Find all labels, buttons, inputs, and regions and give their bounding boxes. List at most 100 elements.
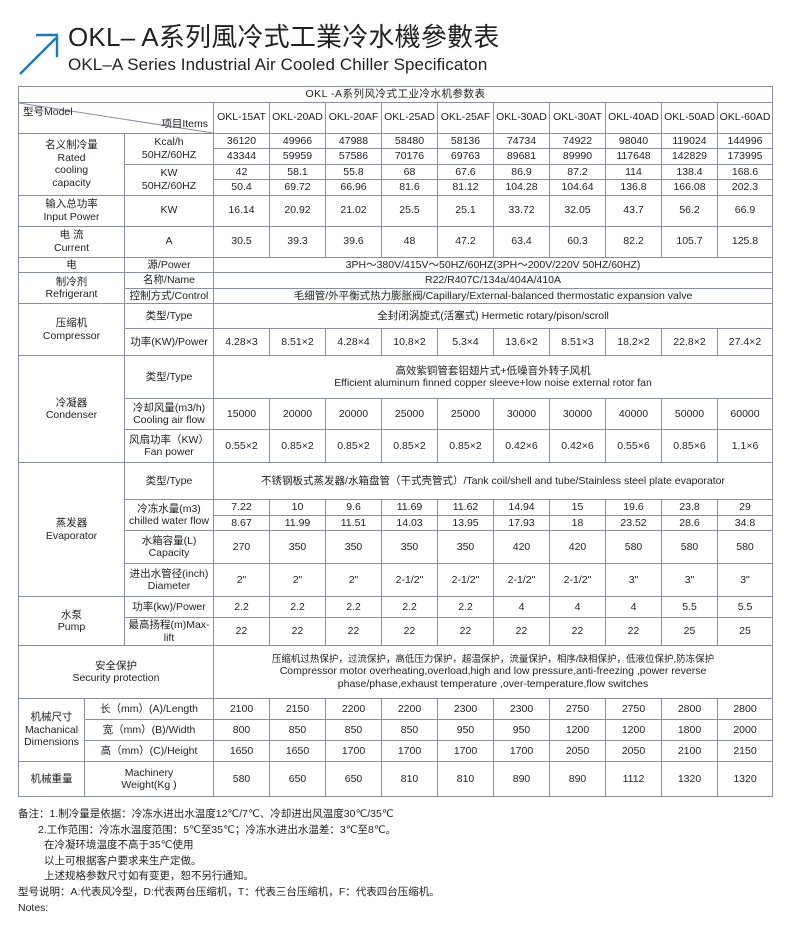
cell: 104.28 (493, 179, 550, 196)
cell: 22 (549, 617, 606, 646)
cell: 2050 (605, 740, 662, 762)
table-banner-row: OKL -A系列风冷式工业冷水机参数表 (17, 86, 774, 103)
cell: 18.2×2 (605, 328, 662, 356)
cell: 650 (269, 761, 326, 797)
cell: 2100 (661, 740, 718, 762)
cell: 8.51×3 (549, 328, 606, 356)
table-banner: OKL -A系列风冷式工业冷水机参数表 (17, 86, 774, 103)
item-cn: 水箱容量(L) (141, 534, 197, 547)
cell: 1.1×6 (716, 429, 774, 463)
cell: 25000 (437, 398, 494, 430)
group-label-cn: 压缩机 (55, 317, 88, 329)
cell: 47.2 (437, 225, 494, 258)
model-header-row: 型号Model 项目Items OKL-15AT OKL-20AD OKL-20… (18, 101, 774, 134)
cell: 166.08 (661, 179, 718, 196)
row-length: 机械尺寸 Machanical Dimensions 长（mm）(A)/Leng… (18, 698, 774, 762)
group-label-en: Evaporator (45, 529, 98, 542)
cell: 25.1 (437, 194, 494, 227)
cell: 2200 (325, 698, 382, 720)
row-kw-50hz: KW 50HZ/60HZ 42 58.1 55.8 68 67.6 86.9 8… (19, 163, 774, 196)
cell: 2-1/2" (381, 563, 438, 597)
item-label-evaporator-type: 类型/Type (124, 462, 214, 500)
cell: 66.9 (716, 194, 774, 227)
cell: 23.8 (661, 499, 718, 516)
cell: 1320 (716, 761, 774, 797)
row-fan-power: 风扇功率（KW） Fan power 0.55×2 0.85×2 0.85×2 … (19, 429, 774, 463)
cell: 5.5 (716, 596, 774, 618)
cell: 15000 (213, 398, 270, 430)
model-label: OKL-25AD (384, 111, 435, 124)
cell: 42 (213, 163, 270, 180)
item-hz: 50HZ/60HZ (141, 148, 197, 161)
note-line-2: 2.工作范围：冷冻水温度范围：5℃至35℃；冷冻水进出水温差：3℃至8℃。 (38, 823, 397, 836)
cell: 28.6 (661, 514, 718, 531)
cell: 20000 (325, 398, 382, 430)
row-condenser-type: 冷凝器 Condenser 类型/Type 高效紫铜管套铝翅片式+低噪音外转子风… (18, 355, 774, 463)
cell: 11.62 (437, 499, 494, 516)
cell: 50000 (661, 398, 718, 430)
cell: 810 (437, 761, 494, 797)
model-col-6: OKL-30AT (549, 101, 606, 134)
cell: 2750 (605, 698, 662, 720)
arrow-up-right-icon (16, 26, 62, 78)
cell: 2.2 (325, 596, 382, 618)
group-label-evaporator: 蒸发器 Evaporator (18, 462, 125, 597)
cell: 30.5 (213, 225, 270, 258)
row-kcal-50hz: 名义制冷量 Rated cooling capacity Kcal/h 50HZ… (18, 132, 774, 196)
item-cn: 冷冻水量(m3) (137, 502, 201, 515)
group-label-cn: 电 流 (59, 229, 84, 241)
item-en2: Weight(Kg ) (121, 779, 177, 791)
cell: 2150 (716, 740, 774, 762)
cell: 11.99 (269, 514, 326, 531)
cell: 22 (213, 617, 270, 646)
group-label-power-supply: 电 (18, 256, 125, 273)
cell: 0.55×6 (605, 429, 662, 463)
cell: 2100 (213, 698, 270, 720)
cell: 10.8×2 (381, 328, 438, 356)
cell: 173995 (716, 148, 774, 165)
cell: 2" (269, 563, 326, 597)
cell: 2" (325, 563, 382, 597)
row-width: 宽（mm）(B)/Width 800 850 850 850 950 950 1… (19, 719, 774, 741)
model-label: OKL-50AD (664, 111, 715, 124)
cell: 14.03 (381, 514, 438, 531)
cell: 270 (213, 530, 270, 564)
cell: 850 (269, 719, 326, 741)
item-label-refrigerant-name: 名称/Name (124, 272, 214, 289)
row-kw-60hz: 50.4 69.72 66.96 81.6 81.12 104.28 104.6… (19, 179, 774, 196)
group-label-en: Pump (57, 621, 86, 633)
cell: 22 (493, 617, 550, 646)
cell: 890 (549, 761, 606, 797)
cell: 2.2 (381, 596, 438, 618)
cell: 350 (437, 530, 494, 564)
cell: 86.9 (493, 163, 550, 180)
cell: 0.85×2 (325, 429, 382, 463)
cell: 20.92 (269, 194, 326, 227)
cell: 580 (213, 761, 270, 797)
cell: 0.85×2 (381, 429, 438, 463)
merged-refrigerant-control-value: 毛细管/外平衡式热力膨胀阀/Capillary/External-balance… (212, 287, 774, 304)
group-label-en1: Rated (57, 151, 86, 164)
group-label-compressor: 压缩机 Compressor (18, 303, 125, 356)
corner-items-label: 项目Items (161, 118, 208, 130)
cell: 4.28×4 (325, 328, 382, 356)
cell: 11.69 (381, 499, 438, 516)
cell: 0.42×6 (549, 429, 606, 463)
item-en: Cooling air flow (133, 414, 205, 426)
group-label-en: Compressor (42, 329, 101, 342)
cell: 74734 (493, 132, 550, 149)
cell: 2" (213, 563, 270, 597)
cell: 2-1/2" (493, 563, 550, 597)
group-label-pump: 水泵 Pump (18, 596, 125, 646)
cell: 136.8 (605, 179, 662, 196)
cell: 1650 (269, 740, 326, 762)
item-label-length: 长（mm）(A)/Length (84, 698, 214, 720)
item-label-refrigerant-control: 控制方式/Control (124, 287, 214, 304)
merged-refrigerant-name-value: R22/R407C/134a/404A/410A (212, 272, 774, 289)
cell: 9.6 (325, 499, 382, 516)
model-label: OKL-40AD (608, 111, 659, 124)
cell: 81.6 (381, 179, 438, 196)
model-col-4: OKL-25AF (437, 101, 494, 134)
cell: 104.64 (549, 179, 606, 196)
condenser-type-cn: 高效紫铜管套铝翅片式+低噪音外转子风机 (395, 364, 591, 377)
